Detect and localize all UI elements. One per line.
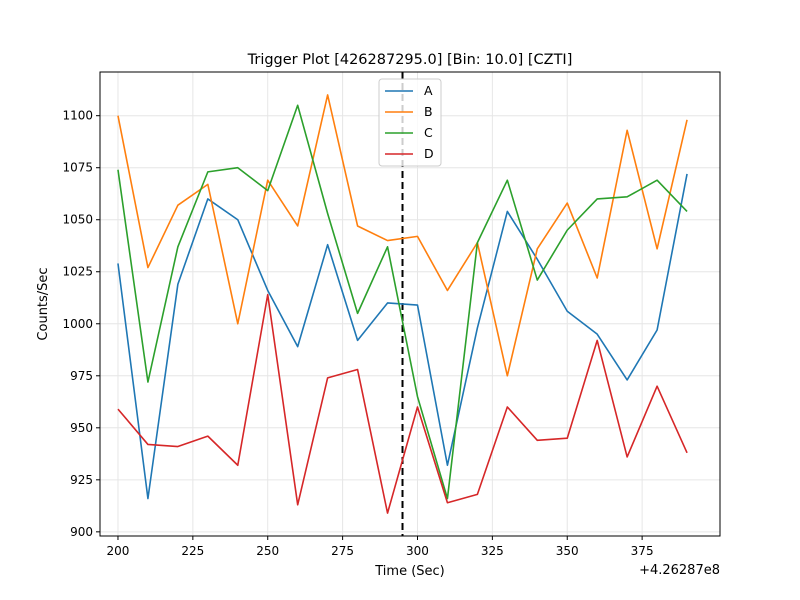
y-tick-label: 950 — [70, 421, 93, 435]
x-tick-label: 325 — [481, 544, 504, 558]
x-tick-label: 350 — [556, 544, 579, 558]
y-tick-label: 925 — [70, 473, 93, 487]
y-axis-label: Counts/Sec — [36, 267, 51, 340]
y-tick-label: 1100 — [62, 109, 93, 123]
x-tick-label: 275 — [331, 544, 354, 558]
y-tick-label: 1000 — [62, 317, 93, 331]
series-line-a — [117, 173, 688, 500]
y-tick-label: 975 — [70, 369, 93, 383]
x-axis-label: Time (Sec) — [374, 564, 445, 579]
legend-label: D — [424, 146, 434, 161]
y-tick-label: 900 — [70, 525, 93, 539]
legend-box — [378, 78, 442, 167]
series-layer — [117, 94, 688, 514]
x-tick-label: 300 — [406, 544, 429, 558]
legend-label: C — [424, 125, 433, 140]
y-axis: 900 925 950 975 1000 1025 1050 1075 1100 — [62, 109, 100, 539]
y-tick-label: 1075 — [62, 161, 93, 175]
series-line-b — [117, 94, 688, 377]
x-tick-label: 250 — [256, 544, 279, 558]
legend-label: A — [424, 83, 433, 98]
chart-title: Trigger Plot [426287295.0] [Bin: 10.0] [… — [247, 52, 573, 68]
series-line-c — [117, 104, 688, 500]
series-line-d — [117, 293, 688, 514]
x-tick-label: 225 — [181, 544, 204, 558]
grid-layer — [100, 72, 720, 536]
x-axis: 200 225 250 275 300 325 350 375 — [107, 536, 654, 558]
x-tick-label: 200 — [107, 544, 130, 558]
plot-frame — [99, 71, 721, 537]
y-tick-label: 1050 — [62, 213, 93, 227]
y-tick-label: 1025 — [62, 265, 93, 279]
x-offset-label: +4.26287e8 — [639, 563, 720, 578]
x-tick-label: 375 — [631, 544, 654, 558]
legend-label: B — [424, 104, 433, 119]
